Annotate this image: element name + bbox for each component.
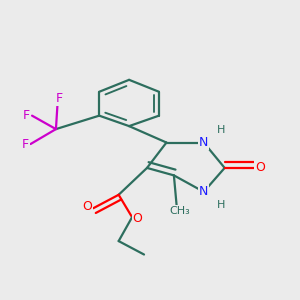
Text: O: O [255,161,265,174]
Text: H: H [217,125,225,135]
Text: O: O [82,200,92,213]
Text: O: O [133,212,142,225]
Text: N: N [199,185,208,198]
Text: F: F [56,92,62,105]
Text: F: F [22,137,29,151]
Text: CH₃: CH₃ [169,206,190,216]
Text: N: N [199,136,208,149]
Text: H: H [217,200,225,210]
Text: F: F [23,109,30,122]
